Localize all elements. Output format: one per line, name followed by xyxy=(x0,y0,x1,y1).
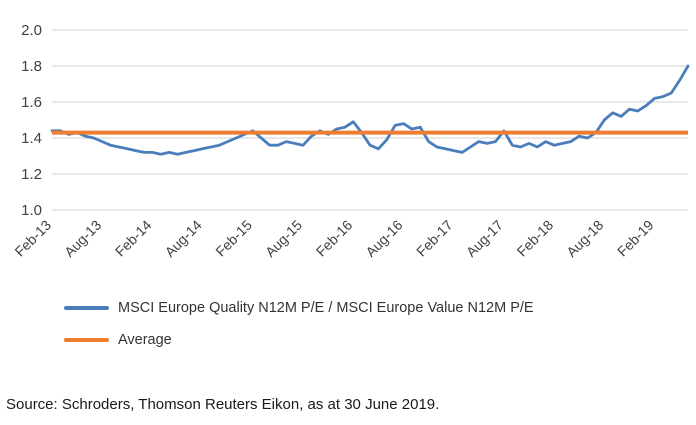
legend-item-quality-value-pe: MSCI Europe Quality N12M P/E / MSCI Euro… xyxy=(64,300,534,316)
quality-value-pe-line xyxy=(50,64,690,156)
x-tick-label: Feb-13 xyxy=(11,217,54,260)
x-tick-label: Aug-17 xyxy=(463,217,506,260)
legend-item-average: Average xyxy=(64,332,534,348)
legend-label-average: Average xyxy=(118,332,172,348)
x-tick-label: Aug-14 xyxy=(162,217,205,260)
y-tick-label: 1.2 xyxy=(21,166,42,183)
x-tick-label: Feb-15 xyxy=(212,217,255,260)
x-tick-label: Aug-16 xyxy=(362,217,405,260)
x-tick-label: Aug-18 xyxy=(563,217,606,260)
y-tick-label: 1.0 xyxy=(21,202,42,219)
source-note: Source: Schroders, Thomson Reuters Eikon… xyxy=(6,396,440,413)
x-tick-label: Feb-17 xyxy=(413,217,456,260)
series-line-swatch xyxy=(64,306,109,310)
y-tick-label: 1.6 xyxy=(21,94,42,111)
chart-legend: MSCI Europe Quality N12M P/E / MSCI Euro… xyxy=(64,300,534,348)
x-tick-label: Feb-14 xyxy=(112,217,155,260)
average-line-swatch xyxy=(64,338,109,342)
x-tick-label: Feb-16 xyxy=(313,217,356,260)
x-tick-label: Aug-15 xyxy=(262,217,305,260)
legend-label-quality-value-pe: MSCI Europe Quality N12M P/E / MSCI Euro… xyxy=(118,300,534,316)
y-tick-label: 1.4 xyxy=(21,130,42,147)
chart-area: 1.0 1.2 1.4 1.6 1.8 2.0 Feb-13 Aug-13 Feb-14 Aug-… xyxy=(11,22,690,260)
y-tick-label: 2.0 xyxy=(21,22,42,39)
x-tick-label: Aug-13 xyxy=(61,217,104,260)
y-tick-label: 1.8 xyxy=(21,58,42,75)
x-tick-label: Feb-18 xyxy=(514,217,557,260)
x-tick-label: Feb-19 xyxy=(614,217,657,260)
